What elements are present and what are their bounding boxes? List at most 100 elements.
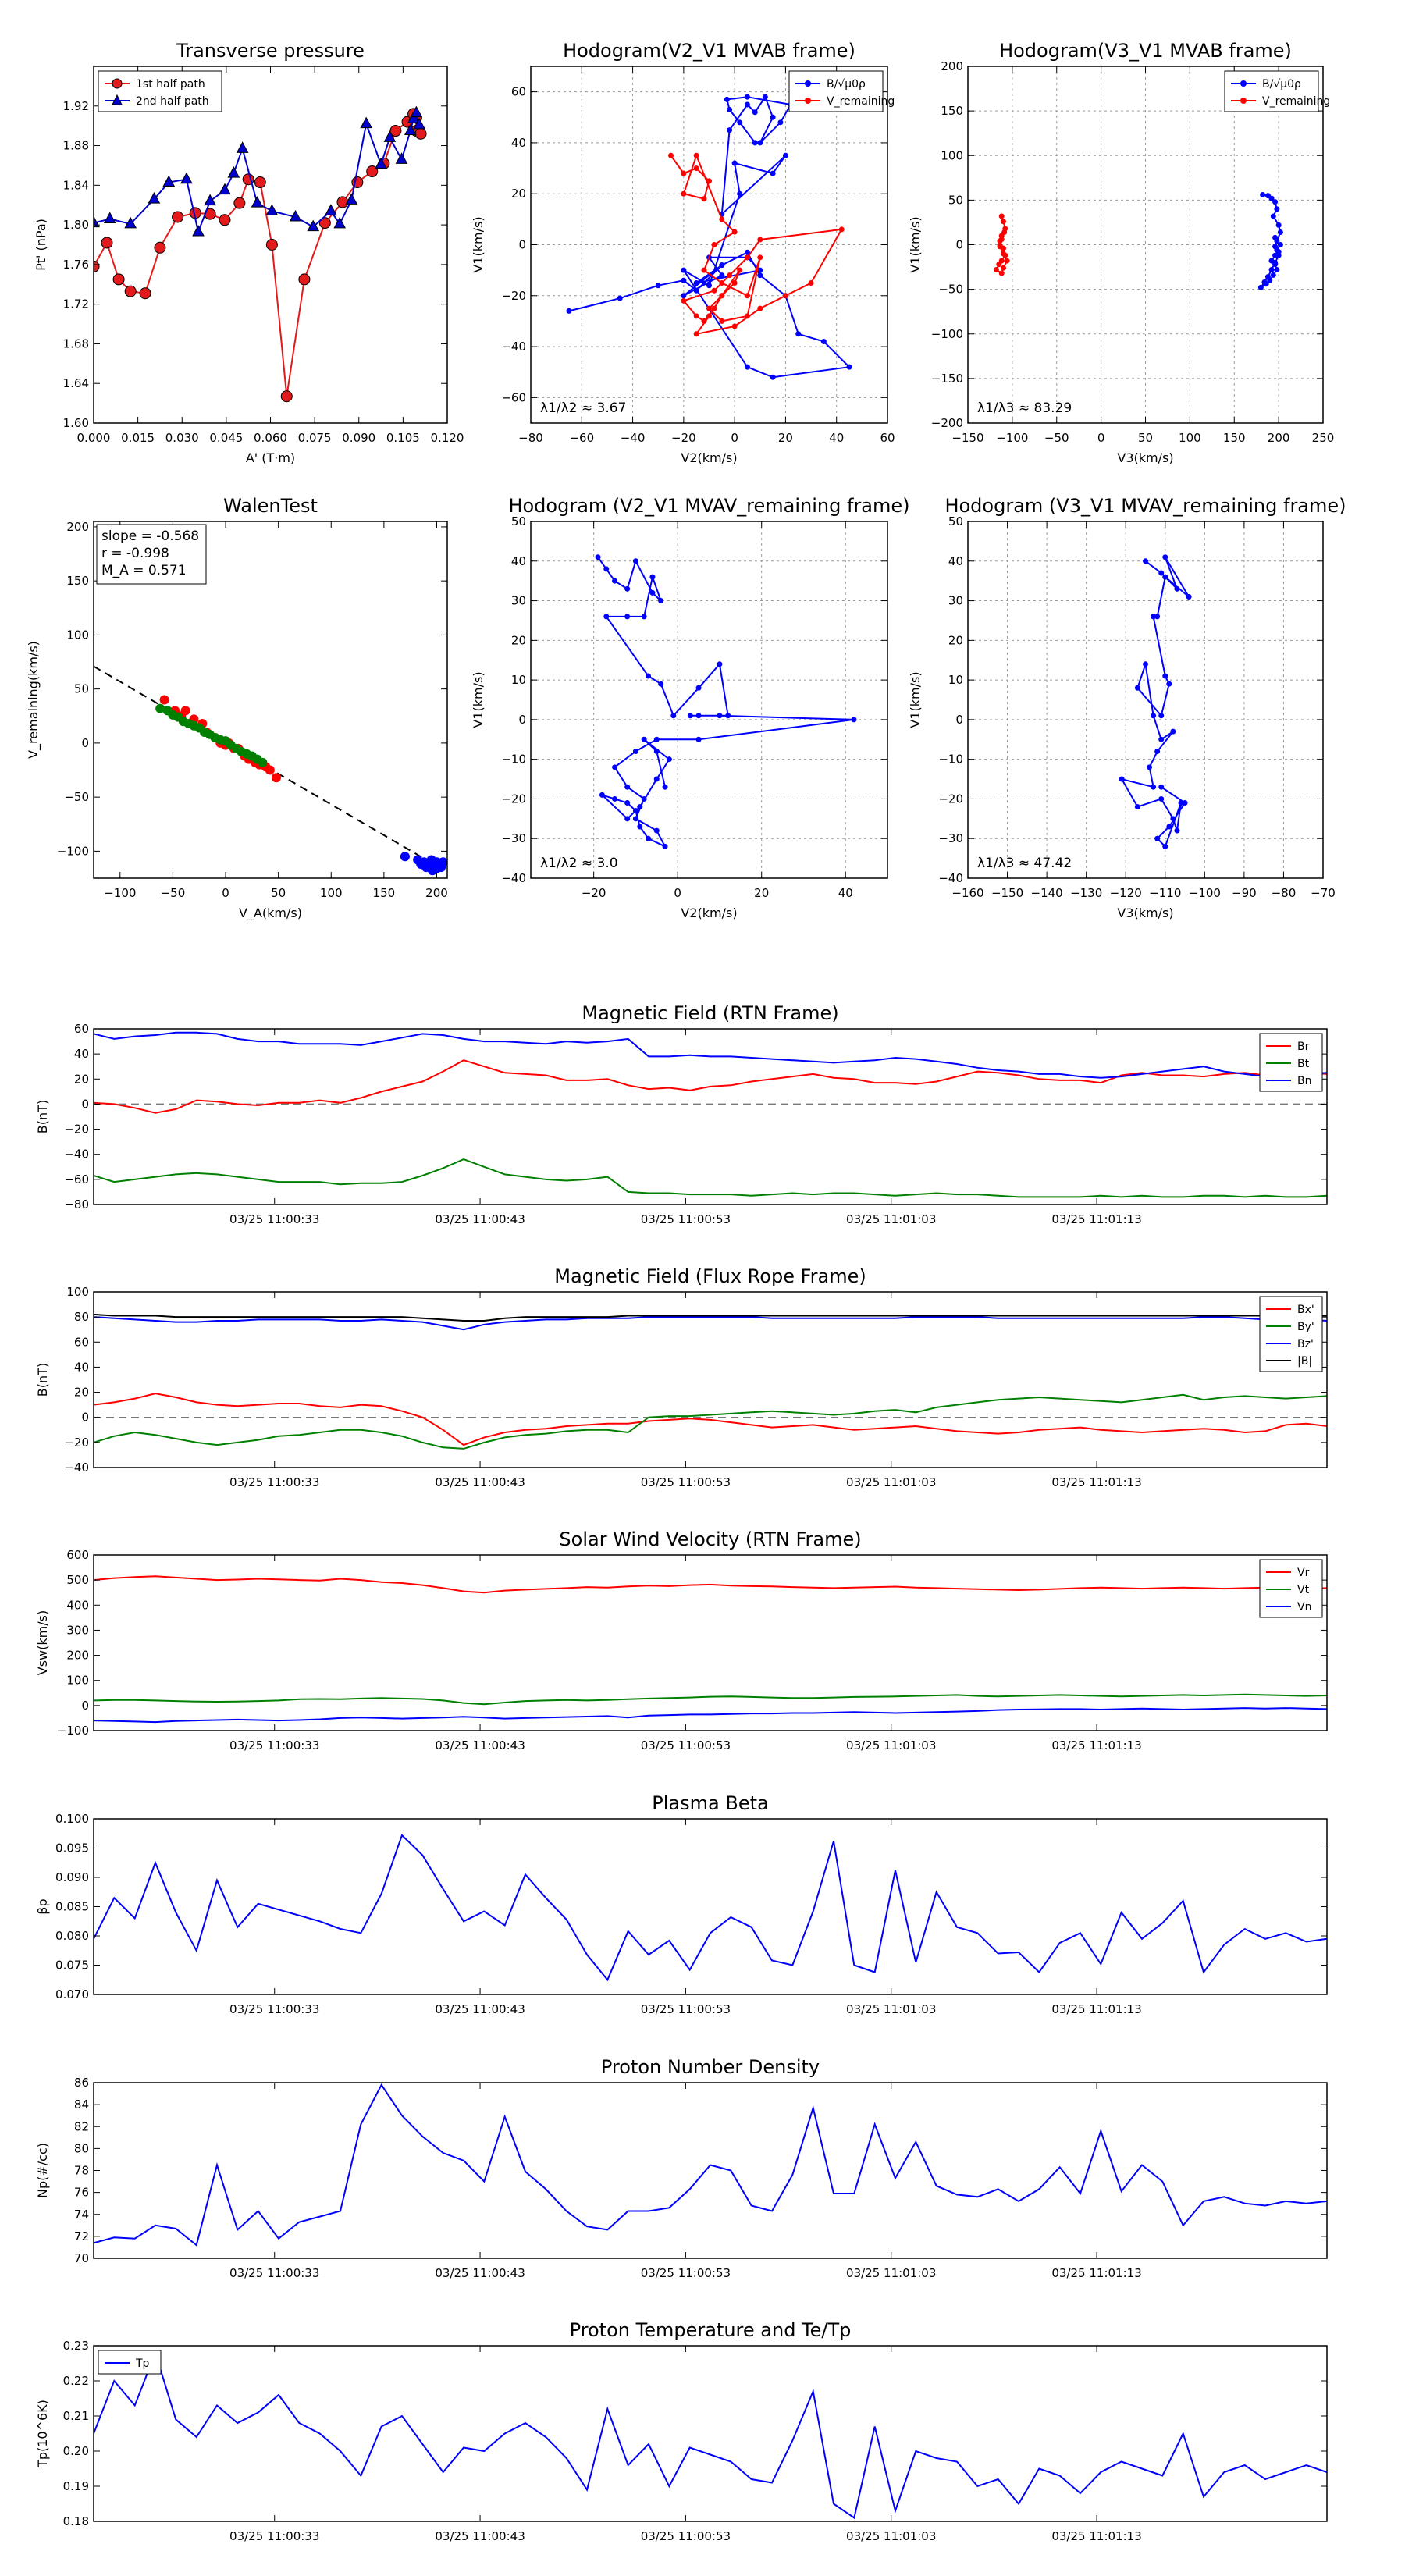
data-point <box>724 96 730 102</box>
data-point <box>757 254 763 261</box>
eigen-ratio-label: λ1/λ3 ≈ 83.29 <box>977 400 1072 416</box>
xtick-label: −20 <box>582 886 606 900</box>
ytick-label: 20 <box>511 633 526 647</box>
data-point <box>649 574 656 580</box>
ytick-label: 0 <box>81 736 89 750</box>
x-axis-label: V2(km/s) <box>681 906 737 920</box>
data-point <box>566 308 572 314</box>
data-point <box>666 756 672 763</box>
data-point <box>148 192 161 204</box>
xtick-label: −120 <box>1110 886 1142 900</box>
data-point <box>632 749 638 755</box>
ytick-label: 150 <box>66 574 89 588</box>
ytick-label: −100 <box>931 327 963 341</box>
chart-title: Hodogram(V2_V1 MVAB frame) <box>563 40 855 62</box>
data-point <box>670 713 677 719</box>
data-point <box>1147 764 1153 770</box>
data-point <box>693 287 699 294</box>
series-group <box>94 1834 1327 1982</box>
data-point <box>336 196 349 208</box>
xtick-label: 0 <box>674 886 681 900</box>
data-point <box>632 808 638 814</box>
data-point <box>603 566 610 572</box>
chart-title: WalenTest <box>223 495 318 517</box>
y-axis-label: Vsw(km/s) <box>35 1610 50 1675</box>
legend: B/√μ0ρ V_remaining <box>788 70 895 112</box>
series-line-Br <box>94 1059 1327 1114</box>
series-group <box>94 1313 1327 1450</box>
ytick-label: 84 <box>74 2097 89 2112</box>
data-point <box>706 313 712 319</box>
data-point <box>662 843 668 849</box>
xtick-label: 03/25 11:00:53 <box>641 1212 731 1226</box>
ytick-label: 1.72 <box>63 297 89 311</box>
xtick-label: −110 <box>1149 886 1181 900</box>
data-point <box>637 804 643 810</box>
data-point <box>727 106 733 112</box>
series-line-Bn <box>94 1031 1327 1079</box>
ytick-label: −50 <box>938 283 963 297</box>
legend-label: Vr <box>1297 1567 1310 1579</box>
legend-label: |B| <box>1297 1355 1312 1368</box>
data-point <box>737 267 743 273</box>
legend: Tp <box>98 2350 162 2375</box>
xtick-label: 03/25 11:01:03 <box>846 1475 936 1489</box>
ytick-label: 0.23 <box>63 2339 89 2353</box>
legend: Br Bt Bn <box>1259 1033 1323 1092</box>
data-point <box>1162 843 1168 849</box>
xtick-label: 03/25 11:00:43 <box>435 1475 525 1489</box>
data-point <box>719 293 725 299</box>
legend-label: B/√μ0ρ <box>1262 78 1301 91</box>
data-point <box>1270 272 1276 278</box>
series-line-B/√μ0ρ <box>568 95 852 379</box>
data-point <box>414 127 427 140</box>
axes-frame <box>93 1554 1328 1731</box>
stats-line: r = -0.998 <box>101 546 169 561</box>
ytick-label: 20 <box>74 1072 89 1086</box>
data-point <box>782 293 788 299</box>
ytick-label: 40 <box>948 554 963 568</box>
data-point <box>851 717 857 723</box>
legend-label: V_remaining <box>1262 95 1330 108</box>
chart-title: Plasma Beta <box>652 1792 768 1814</box>
data-point <box>410 105 423 118</box>
xtick-label: 50 <box>271 886 286 900</box>
data-point <box>624 614 631 620</box>
data-point <box>265 239 278 251</box>
xtick-label: 03/25 11:01:13 <box>1051 1475 1141 1489</box>
data-point <box>233 197 246 209</box>
panel-mag_rtn: −80 −60 −40 −20 0 20 40 60 03/25 11:00:33 03/25 1… <box>35 1002 1328 1226</box>
legend-marker <box>805 98 811 104</box>
data-point <box>1158 784 1165 790</box>
data-point <box>770 114 776 120</box>
panel-mag_fr: −40 −20 0 20 40 60 80 100 03/25 11:00:33 03/25 11… <box>35 1265 1328 1489</box>
data-point <box>298 273 311 286</box>
chart-title: Transverse pressure <box>176 40 365 62</box>
ytick-label: 30 <box>948 594 963 608</box>
stats-box <box>96 524 207 585</box>
data-point <box>1182 800 1188 806</box>
data-point <box>271 773 281 783</box>
series-line-Bx' <box>94 1393 1327 1446</box>
y-axis-label: βp <box>35 1898 50 1914</box>
series-group <box>94 2350 1327 2520</box>
data-point <box>646 673 652 679</box>
data-point <box>1143 661 1148 667</box>
ytick-label: 0 <box>81 1097 89 1111</box>
data-point <box>795 331 802 337</box>
ytick-label: 500 <box>66 1573 89 1587</box>
data-point <box>744 101 750 108</box>
xtick-label: 200 <box>425 886 448 900</box>
ytick-label: 40 <box>74 1047 89 1061</box>
data-point <box>101 237 113 249</box>
xtick-label: 03/25 11:01:03 <box>846 2529 936 2543</box>
data-point <box>624 800 631 806</box>
legend-label: By' <box>1297 1321 1314 1333</box>
xtick-label: 03/25 11:01:03 <box>846 1738 936 1752</box>
data-point <box>1166 824 1172 830</box>
ytick-label: −40 <box>64 1461 89 1475</box>
ytick-label: 100 <box>66 628 89 642</box>
series-group <box>94 1575 1327 1724</box>
panel-beta: 0.070 0.075 0.080 0.085 0.090 0.095 0.100 03/25… <box>35 1792 1328 2016</box>
data-point <box>693 165 699 172</box>
